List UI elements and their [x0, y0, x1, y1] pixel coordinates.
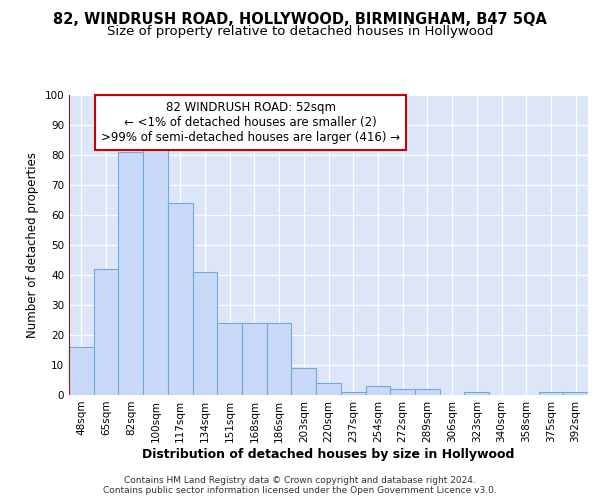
Bar	[292, 368, 316, 395]
Bar	[464, 392, 489, 395]
Text: Contains HM Land Registry data © Crown copyright and database right 2024.
Contai: Contains HM Land Registry data © Crown c…	[103, 476, 497, 495]
Bar	[242, 323, 267, 395]
Bar	[217, 323, 242, 395]
Bar	[341, 392, 365, 395]
Bar	[118, 152, 143, 395]
Text: 82 WINDRUSH ROAD: 52sqm
← <1% of detached houses are smaller (2)
>99% of semi-de: 82 WINDRUSH ROAD: 52sqm ← <1% of detache…	[101, 101, 400, 144]
Bar	[390, 389, 415, 395]
Bar	[168, 203, 193, 395]
Bar	[316, 383, 341, 395]
Text: 82, WINDRUSH ROAD, HOLLYWOOD, BIRMINGHAM, B47 5QA: 82, WINDRUSH ROAD, HOLLYWOOD, BIRMINGHAM…	[53, 12, 547, 28]
Bar	[193, 272, 217, 395]
Bar	[415, 389, 440, 395]
Bar	[267, 323, 292, 395]
Bar	[365, 386, 390, 395]
Bar	[94, 269, 118, 395]
Bar	[69, 347, 94, 395]
X-axis label: Distribution of detached houses by size in Hollywood: Distribution of detached houses by size …	[142, 448, 515, 460]
Text: Size of property relative to detached houses in Hollywood: Size of property relative to detached ho…	[107, 25, 493, 38]
Bar	[143, 146, 168, 395]
Bar	[539, 392, 563, 395]
Bar	[563, 392, 588, 395]
Y-axis label: Number of detached properties: Number of detached properties	[26, 152, 39, 338]
